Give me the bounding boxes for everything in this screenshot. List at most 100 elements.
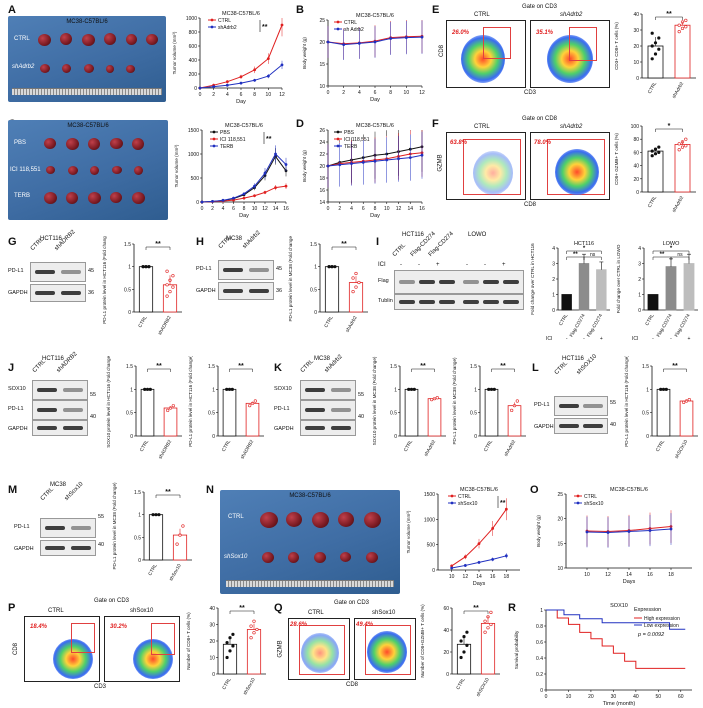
x-category-label: shADRB2	[158, 439, 174, 461]
ici-sign: -	[484, 262, 486, 268]
y-tick-label: 800	[189, 30, 198, 36]
tumor	[38, 34, 51, 46]
data-point	[412, 387, 416, 391]
data-point	[148, 387, 152, 391]
sig-bracket	[463, 610, 489, 614]
y-tick-label: 20	[557, 517, 563, 523]
tumor	[132, 138, 144, 150]
chart-h-bar: 0 0.5 1 1.5 PD-L1 protein level in MC38 (Fol…	[288, 236, 368, 333]
x-tick-label: 2	[212, 92, 215, 98]
lane-label: CTRL	[39, 486, 56, 502]
data-point	[351, 289, 355, 294]
sig-bracket	[670, 256, 690, 260]
x-tick-label: 12	[605, 572, 611, 578]
flow-percent: 63.8%	[450, 140, 468, 146]
x-axis-label: Day	[239, 213, 249, 219]
data-point	[231, 632, 235, 637]
bar	[163, 407, 178, 437]
x-tick-label: 50	[656, 694, 662, 700]
data-point	[515, 399, 519, 403]
data-point	[171, 404, 175, 408]
flow-plot	[446, 132, 526, 200]
data-point	[491, 557, 495, 561]
flow-percent: 28.6%	[290, 622, 308, 628]
data-point	[171, 285, 175, 289]
row-label: PBS	[14, 140, 27, 146]
data-point	[408, 156, 412, 159]
significance-label: *	[670, 246, 673, 252]
cell-line: HCT116	[562, 356, 584, 362]
data-point	[342, 43, 346, 47]
y-axis-label: Number of CD8+ T cells (%)	[186, 612, 191, 670]
data-point	[687, 397, 691, 402]
y-axis-label: Fold change over CTRL in LOWO	[616, 244, 621, 313]
y-tick-label: 0.5	[390, 411, 397, 417]
data-point	[351, 276, 355, 280]
blot-strip	[554, 396, 608, 416]
significance-label: **	[660, 252, 665, 258]
panel-label-g: G	[8, 236, 17, 248]
data-point	[249, 624, 253, 628]
y-tick-label: 1	[130, 387, 133, 393]
blot-strip	[218, 260, 274, 280]
gate-label: Gate on CD3	[94, 598, 130, 604]
data-point	[486, 626, 490, 630]
data-point	[450, 566, 454, 570]
flow-percent: 78.0%	[534, 140, 552, 146]
data-point	[684, 25, 688, 29]
bar	[507, 405, 522, 437]
tumor	[126, 34, 137, 45]
data-point	[266, 57, 270, 60]
cell-line: HCT116	[40, 236, 62, 242]
tumor	[90, 166, 99, 175]
bar	[324, 266, 340, 313]
y-tick-label: 30	[633, 28, 639, 34]
y-tick-label: 2	[638, 277, 641, 283]
tumor	[146, 34, 158, 45]
y-tick-label: 20	[209, 639, 215, 645]
y-axis-label: SOX10 protein level in MC38 (Fold change…	[372, 356, 377, 445]
flow-gate	[151, 623, 175, 655]
data-point	[154, 513, 158, 517]
y-tick-label: 1	[394, 387, 397, 393]
flow-percent: 35.1%	[536, 30, 554, 36]
data-point	[326, 164, 330, 168]
data-point	[212, 85, 216, 88]
y-tick-label: 20	[319, 40, 325, 46]
chart-title: HCT116	[574, 241, 594, 247]
x-tick-label: 12	[279, 92, 285, 98]
bar	[162, 284, 178, 313]
x-category-label: shSOX10	[475, 677, 491, 698]
data-point	[232, 198, 235, 202]
data-point	[284, 163, 288, 166]
data-point	[492, 387, 496, 391]
data-point	[333, 265, 337, 269]
mw-marker: 40	[90, 414, 97, 420]
y-tick-label: 0.5	[642, 411, 649, 417]
x-tick-label: 10	[449, 574, 455, 580]
flow-plot	[288, 618, 350, 680]
chart-b-weight: 10 15 20 25 Body weight (g) MC38-C57BL/6 0 2 4 6 8…	[302, 13, 425, 103]
chart-g-bar: 0 0.5 1 1.5 PD-L1 protein level in HCT116 (F…	[102, 236, 182, 336]
x-axis-label: Time (month)	[603, 701, 636, 707]
blot-strip	[40, 518, 96, 538]
data-point	[650, 154, 654, 158]
y-tick-label: 1	[212, 387, 215, 393]
blot-row-label: GAPDH	[8, 290, 28, 296]
survival-curve	[546, 609, 686, 669]
flow-cloud	[547, 35, 593, 83]
y-tick-label: 0	[212, 672, 215, 678]
blot-band	[399, 300, 415, 304]
significance-label: **	[666, 11, 672, 18]
legend-marker	[336, 137, 340, 141]
data-point	[225, 80, 229, 84]
x-tick-label: 16	[647, 572, 653, 578]
legend-marker	[336, 20, 340, 24]
x-tick-label: 6	[374, 90, 377, 96]
data-point	[650, 31, 654, 35]
blot-band	[223, 268, 243, 272]
y-tick-label: 1.5	[124, 242, 131, 248]
lane-label: CTRL	[217, 234, 234, 250]
y-tick-label: 1	[314, 265, 317, 271]
blot-band	[35, 291, 55, 295]
